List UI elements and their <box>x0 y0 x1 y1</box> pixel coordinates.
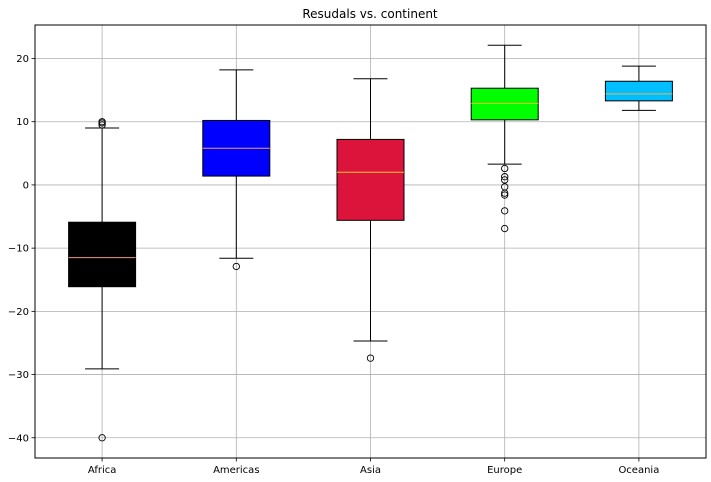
y-axis: 20 10 0 −10 −20 −30 −40 <box>8 54 35 444</box>
outlier-point-europe <box>501 224 509 233</box>
y-tick-label: −40 <box>8 433 29 444</box>
box-series <box>68 44 673 442</box>
x-tick-label: Americas <box>213 465 259 476</box>
outlier-point-europe <box>501 189 509 197</box>
box-asia <box>336 138 405 221</box>
outlier-point-americas <box>232 262 240 271</box>
x-tick-label: Asia <box>360 465 381 476</box>
box-europe <box>470 87 539 121</box>
outlier-point-europe <box>501 176 509 184</box>
y-tick-label: 10 <box>16 117 29 128</box>
outlier-point-asia <box>366 354 375 362</box>
x-tick-label: Africa <box>88 465 117 476</box>
outlier-point-africa <box>98 121 106 129</box>
chart-title: Resudals vs. continent <box>302 7 438 21</box>
x-axis: Africa Americas Asia Europe Oceania <box>88 458 659 476</box>
y-tick-label: −10 <box>8 244 29 255</box>
box-oceania <box>604 80 673 102</box>
x-tick-label: Oceania <box>618 465 659 476</box>
outlier-point-europe <box>501 173 509 181</box>
y-tick-label: −20 <box>8 307 29 318</box>
outlier-point-europe <box>501 164 509 173</box>
y-tick-label: 20 <box>16 54 29 65</box>
box-africa <box>68 221 137 288</box>
y-tick-label: 0 <box>23 180 29 191</box>
outlier-point-europe <box>501 191 509 199</box>
outlier-point-europe <box>501 207 509 215</box>
x-tick-label: Europe <box>487 465 522 476</box>
y-tick-label: −30 <box>8 370 29 381</box>
outlier-point-africa <box>98 118 106 126</box>
outlier-point-africa <box>98 434 106 442</box>
